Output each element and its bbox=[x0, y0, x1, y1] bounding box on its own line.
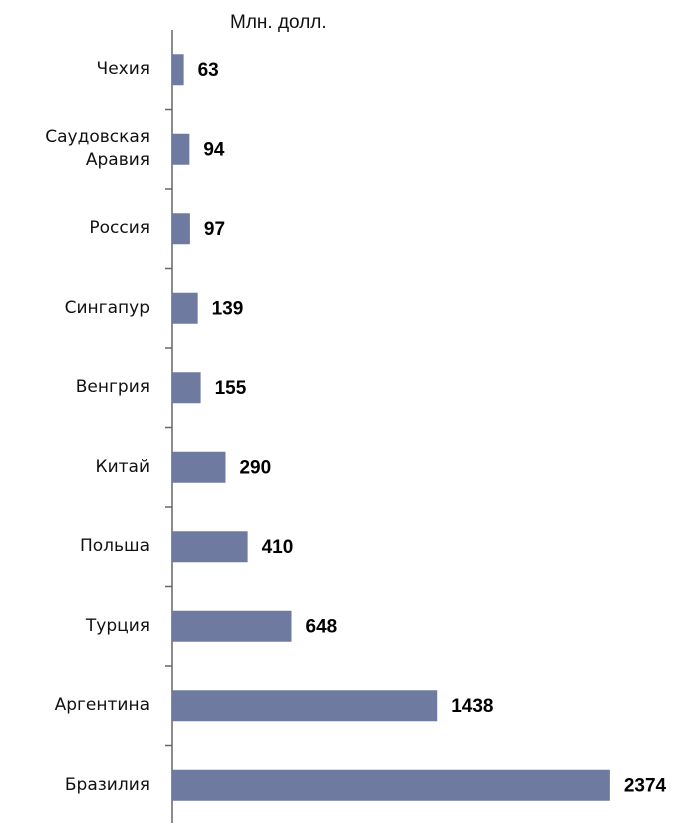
bar bbox=[172, 134, 189, 165]
value-label: 290 bbox=[239, 457, 271, 478]
category-label: Бразилия bbox=[0, 746, 150, 825]
value-label: 97 bbox=[204, 219, 225, 240]
bar bbox=[172, 531, 248, 562]
bar bbox=[172, 54, 184, 85]
value-label: 1438 bbox=[451, 696, 493, 717]
value-label: 2374 bbox=[624, 775, 667, 796]
bar bbox=[172, 611, 292, 642]
category-label: Сингапур bbox=[0, 269, 150, 349]
value-label: 139 bbox=[212, 298, 244, 319]
category-label: Турция bbox=[0, 587, 150, 667]
bar bbox=[172, 690, 437, 721]
bar bbox=[172, 452, 225, 483]
bar bbox=[172, 213, 190, 244]
category-label: Чехия bbox=[0, 30, 150, 110]
value-label: 155 bbox=[215, 378, 247, 399]
value-label: 410 bbox=[262, 537, 294, 558]
bar bbox=[172, 770, 610, 801]
value-label: 63 bbox=[198, 60, 219, 81]
category-label: Венгрия bbox=[0, 348, 150, 428]
category-label: Аргентина bbox=[0, 666, 150, 746]
bar bbox=[172, 372, 201, 403]
value-label: 94 bbox=[203, 139, 225, 160]
category-label: Россия bbox=[0, 189, 150, 269]
unit-label: Млн. долл. bbox=[230, 12, 327, 33]
category-label: Саудовская Аравия bbox=[0, 110, 150, 190]
bar bbox=[172, 293, 198, 324]
category-label: Польша bbox=[0, 507, 150, 587]
value-label: 648 bbox=[306, 616, 338, 637]
category-label: Китай bbox=[0, 428, 150, 508]
